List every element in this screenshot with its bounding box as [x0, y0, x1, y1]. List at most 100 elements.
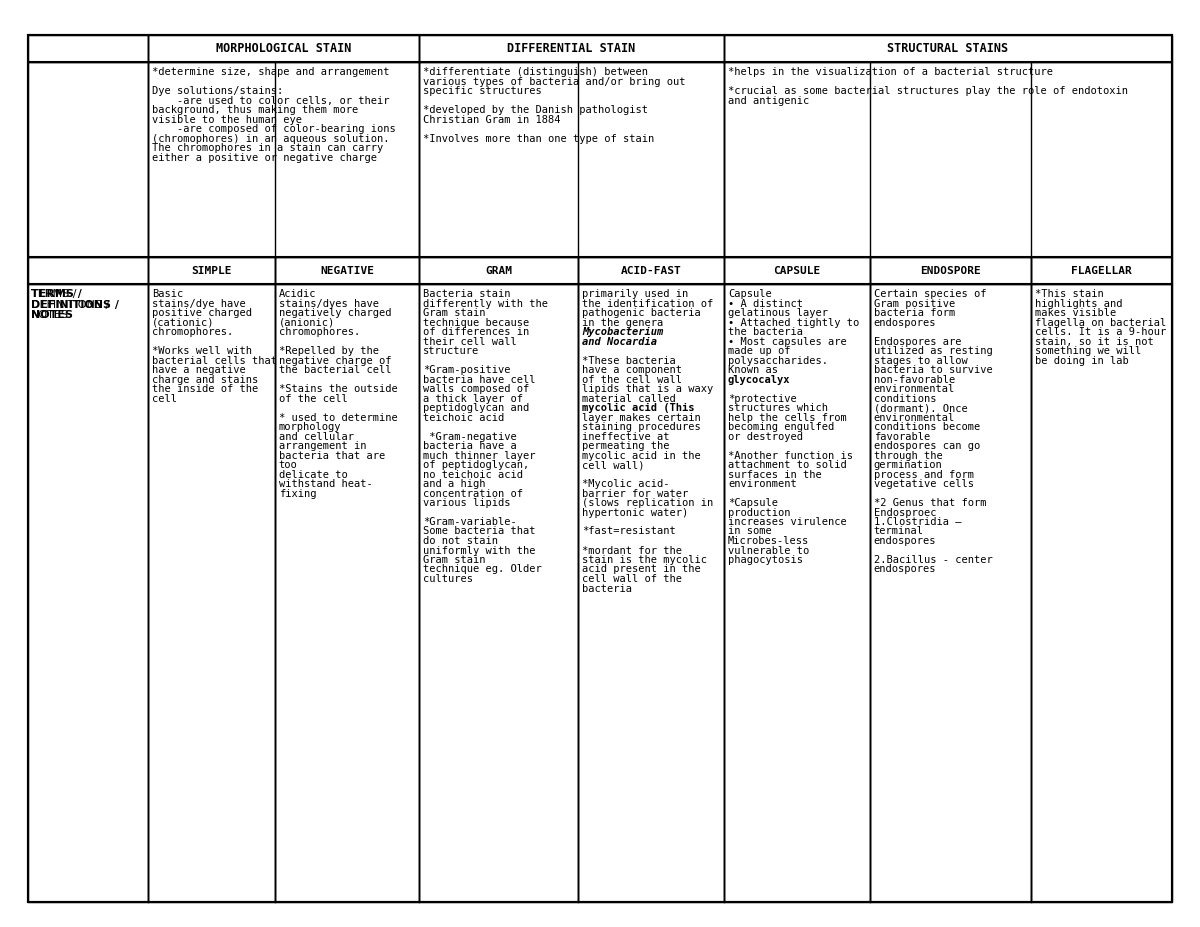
- Text: • Most capsules are: • Most capsules are: [728, 337, 847, 347]
- Text: arrangement in: arrangement in: [278, 441, 366, 451]
- Bar: [419, 35, 724, 62]
- Text: NOTES: NOTES: [31, 310, 70, 320]
- Text: bacteria: bacteria: [582, 583, 632, 593]
- Text: Dye solutions/stains:: Dye solutions/stains:: [152, 86, 283, 96]
- Text: either a positive or negative charge: either a positive or negative charge: [152, 153, 377, 162]
- Text: phagocytosis: phagocytosis: [728, 555, 803, 565]
- Text: positive charged: positive charged: [152, 308, 252, 318]
- Text: differently with the: differently with the: [424, 298, 548, 309]
- Text: 1.Clostridia –: 1.Clostridia –: [874, 517, 961, 527]
- Text: polysaccharides.: polysaccharides.: [728, 355, 828, 365]
- Text: Acidic: Acidic: [278, 289, 316, 299]
- Text: *Gram-positive: *Gram-positive: [424, 365, 511, 375]
- Text: (anionic): (anionic): [278, 318, 335, 327]
- Text: lipids that is a waxy: lipids that is a waxy: [582, 384, 713, 394]
- Text: in the genera: in the genera: [582, 318, 664, 327]
- Text: made up of: made up of: [728, 346, 791, 356]
- Text: favorable: favorable: [874, 431, 930, 441]
- Text: FLAGELLAR: FLAGELLAR: [1072, 265, 1132, 275]
- Text: stain, so it is not: stain, so it is not: [1036, 337, 1154, 347]
- Text: gelatinous layer: gelatinous layer: [728, 308, 828, 318]
- Text: Microbes-less: Microbes-less: [728, 536, 809, 546]
- Text: MORPHOLOGICAL STAIN: MORPHOLOGICAL STAIN: [216, 42, 352, 55]
- Text: Mycobacterium: Mycobacterium: [582, 327, 664, 337]
- Text: mycolic acid (This: mycolic acid (This: [582, 403, 695, 413]
- Text: GRAM: GRAM: [485, 265, 512, 275]
- Text: endospores: endospores: [874, 318, 936, 327]
- Text: terminal: terminal: [874, 527, 924, 537]
- Text: * used to determine: * used to determine: [278, 413, 397, 423]
- Text: of the cell wall: of the cell wall: [582, 375, 682, 385]
- Text: -are used to color cells, or their: -are used to color cells, or their: [152, 95, 390, 106]
- Text: Bacteria stain: Bacteria stain: [424, 289, 511, 299]
- Text: CAPSULE: CAPSULE: [773, 265, 821, 275]
- Text: TERMS /: TERMS /: [31, 289, 82, 299]
- Text: background, thus making them more: background, thus making them more: [152, 105, 359, 115]
- Text: endospores can go: endospores can go: [874, 441, 980, 451]
- Text: Gram positive: Gram positive: [874, 298, 955, 309]
- Text: 2.Bacillus - center: 2.Bacillus - center: [874, 555, 992, 565]
- Text: too: too: [278, 460, 298, 470]
- Text: chromophores.: chromophores.: [152, 327, 233, 337]
- Text: Gram stain: Gram stain: [424, 555, 486, 565]
- Bar: [28, 35, 148, 62]
- Text: Endospores are: Endospores are: [874, 337, 961, 347]
- Text: various types of bacteria and/or bring out: various types of bacteria and/or bring o…: [424, 77, 685, 86]
- Text: *differentiate (distinguish) between: *differentiate (distinguish) between: [424, 67, 648, 77]
- Text: *mordant for the: *mordant for the: [582, 545, 682, 555]
- Text: *Involves more than one type of stain: *Involves more than one type of stain: [424, 133, 654, 144]
- Text: The chromophores in a stain can carry: The chromophores in a stain can carry: [152, 143, 383, 153]
- Text: *Repelled by the: *Repelled by the: [278, 346, 379, 356]
- Text: cell: cell: [152, 393, 178, 403]
- Text: their cell wall: their cell wall: [424, 337, 517, 347]
- Text: through the: through the: [874, 451, 943, 461]
- Text: STRUCTURAL STAINS: STRUCTURAL STAINS: [888, 42, 1008, 55]
- Text: negative charge of: negative charge of: [278, 355, 391, 365]
- Text: Christian Gram in 1884: Christian Gram in 1884: [424, 115, 560, 124]
- Text: *helps in the visualization of a bacterial structure: *helps in the visualization of a bacteri…: [728, 67, 1052, 77]
- Text: structures which: structures which: [728, 403, 828, 413]
- Text: do not stain: do not stain: [424, 536, 498, 546]
- Text: vulnerable to: vulnerable to: [728, 545, 809, 555]
- Text: much thinner layer: much thinner layer: [424, 451, 535, 461]
- Text: process and form: process and form: [874, 469, 974, 479]
- Text: environmental: environmental: [874, 413, 955, 423]
- Text: production: production: [728, 507, 791, 517]
- Bar: [870, 284, 1031, 902]
- Text: *protective: *protective: [728, 393, 797, 403]
- Text: *Works well with: *Works well with: [152, 346, 252, 356]
- Text: endospores: endospores: [874, 536, 936, 546]
- Text: the bacterial cell: the bacterial cell: [278, 365, 391, 375]
- Text: (chromophores) in an aqueous solution.: (chromophores) in an aqueous solution.: [152, 133, 390, 144]
- Text: Endosproес: Endosproес: [874, 507, 936, 517]
- Text: attachment to solid: attachment to solid: [728, 460, 847, 470]
- Text: NOTES: NOTES: [31, 310, 73, 320]
- Text: acid present in the: acid present in the: [582, 565, 701, 575]
- Text: layer makes certain: layer makes certain: [582, 413, 701, 423]
- Text: help the cells from: help the cells from: [728, 413, 847, 423]
- Text: and Nocardia: and Nocardia: [582, 337, 658, 347]
- Text: conditions become: conditions become: [874, 422, 980, 432]
- Text: withstand heat-: withstand heat-: [278, 479, 372, 489]
- Text: stages to allow: stages to allow: [874, 355, 967, 365]
- Text: SIMPLE: SIMPLE: [191, 265, 232, 275]
- Bar: [148, 35, 419, 62]
- Text: the inside of the: the inside of the: [152, 384, 258, 394]
- Text: NEGATIVE: NEGATIVE: [320, 265, 374, 275]
- Text: *determine size, shape and arrangement: *determine size, shape and arrangement: [152, 67, 390, 77]
- Bar: [28, 62, 148, 257]
- Text: structure: structure: [424, 346, 480, 356]
- Bar: [28, 284, 148, 902]
- Bar: [724, 35, 1172, 62]
- Text: *fast=resistant: *fast=resistant: [582, 527, 676, 537]
- Text: utilized as resting: utilized as resting: [874, 346, 992, 356]
- Text: mycolic acid in the: mycolic acid in the: [582, 451, 701, 461]
- Text: various lipids: various lipids: [424, 498, 511, 508]
- Text: • Attached tightly to: • Attached tightly to: [728, 318, 859, 327]
- Text: the identification of: the identification of: [582, 298, 713, 309]
- Bar: [578, 257, 724, 284]
- Bar: [275, 257, 419, 284]
- Text: germination: germination: [874, 460, 943, 470]
- Text: DEFINITIONS /: DEFINITIONS /: [31, 299, 109, 310]
- Text: something we will: something we will: [1036, 346, 1141, 356]
